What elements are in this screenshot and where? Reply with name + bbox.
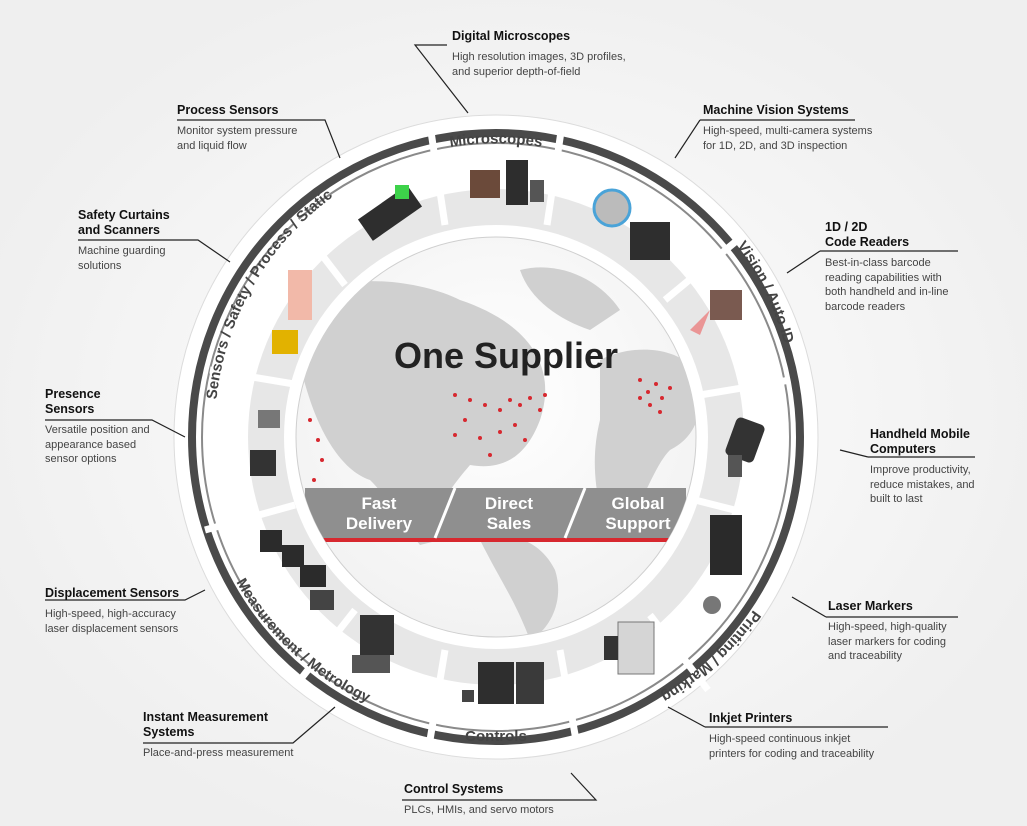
- callout-code-readers: 1D / 2D Code Readers Best-in-class barco…: [825, 220, 949, 314]
- callout-desc: Versatile position and appearance based …: [45, 424, 150, 465]
- callout-displacement-sensors: Displacement Sensors High-speed, high-ac…: [45, 586, 179, 636]
- callout-desc: High-speed, high-quality laser markers f…: [828, 621, 947, 662]
- callout-desc: Place-and-press measurement: [143, 747, 294, 759]
- callout-presence-sensors: Presence Sensors Versatile position and …: [45, 387, 150, 467]
- inkjet-printer-image: [604, 621, 655, 675]
- vision-system-image: [592, 188, 670, 260]
- callout-desc: High-speed continuous inkjet printers fo…: [709, 733, 875, 760]
- callout-machine-vision: Machine Vision Systems High-speed, multi…: [703, 103, 872, 153]
- leader-lines: [45, 44, 975, 801]
- callout-desc: High-speed, multi-camera systems for 1D,…: [703, 125, 873, 152]
- callout-instant-measurement: Instant Measurement Systems Place-and-pr…: [143, 710, 293, 761]
- callout-desc: Machine guarding solutions: [78, 245, 166, 272]
- code-reader-image: [690, 290, 742, 335]
- callout-title: Digital Microscopes: [452, 29, 571, 43]
- callout-safety-curtains: Safety Curtains and Scanners Machine gua…: [78, 208, 170, 273]
- callout-desc: Monitor system pressure and liquid flow: [177, 125, 298, 152]
- control-system-image: [462, 662, 544, 704]
- callout-desc: Best-in-class barcode reading capabiliti…: [825, 257, 949, 313]
- callout-laser-markers: Laser Markers High-speed, high-quality l…: [828, 599, 947, 664]
- callout-title: Instant Measurement Systems: [143, 710, 269, 739]
- laser-marker-image: [703, 515, 742, 614]
- ring-separators: [204, 124, 791, 741]
- banner-item-global-support: Global Support: [605, 494, 670, 533]
- banner-item-fast-delivery: Fast Delivery: [346, 494, 413, 533]
- callout-control-systems: Control Systems PLCs, HMIs, and servo mo…: [404, 782, 554, 818]
- banner-item-direct-sales: Direct Sales: [485, 494, 534, 533]
- microscope-image: [470, 160, 544, 205]
- product-images: [250, 160, 765, 704]
- displacement-sensor-image: [260, 530, 334, 610]
- callout-title: Inkjet Printers: [709, 711, 793, 725]
- value-banner: Fast Delivery Direct Sales Global Support: [305, 487, 686, 542]
- ring-label-microscopes: Microscopes: [448, 130, 543, 151]
- callout-title: 1D / 2D Code Readers: [825, 220, 910, 249]
- handheld-computer-image: [725, 417, 765, 477]
- ring-label-controls: Controls: [465, 728, 527, 745]
- callout-desc: High-speed, high-accuracy laser displace…: [45, 608, 179, 635]
- callout-title: Control Systems: [404, 782, 504, 796]
- callout-title: Displacement Sensors: [45, 586, 180, 600]
- callout-desc: Improve productivity, reduce mistakes, a…: [870, 464, 975, 505]
- safety-curtain-image: [272, 270, 312, 354]
- callout-process-sensors: Process Sensors Monitor system pressure …: [177, 103, 297, 153]
- process-sensor-image: [357, 185, 423, 241]
- instant-measurement-image: [352, 615, 394, 673]
- callout-title: Handheld Mobile Computers: [870, 427, 970, 456]
- callout-title: Safety Curtains and Scanners: [78, 208, 170, 237]
- callout-digital-microscopes: Digital Microscopes High resolution imag…: [452, 29, 626, 79]
- callout-title: Process Sensors: [177, 103, 279, 117]
- location-dots: [308, 378, 672, 482]
- callout-inkjet-printers: Inkjet Printers High-speed continuous in…: [709, 711, 874, 761]
- center-headline: One Supplier: [394, 335, 618, 376]
- callout-desc: PLCs, HMIs, and servo motors: [404, 804, 554, 816]
- callout-handheld-computers: Handheld Mobile Computers Improve produc…: [870, 427, 975, 507]
- presence-sensor-image: [250, 410, 280, 476]
- callout-title: Machine Vision Systems: [703, 103, 849, 117]
- callout-desc: High resolution images, 3D profiles, and…: [452, 51, 626, 78]
- callout-title: Laser Markers: [828, 599, 913, 613]
- callout-title: Presence Sensors: [45, 387, 101, 416]
